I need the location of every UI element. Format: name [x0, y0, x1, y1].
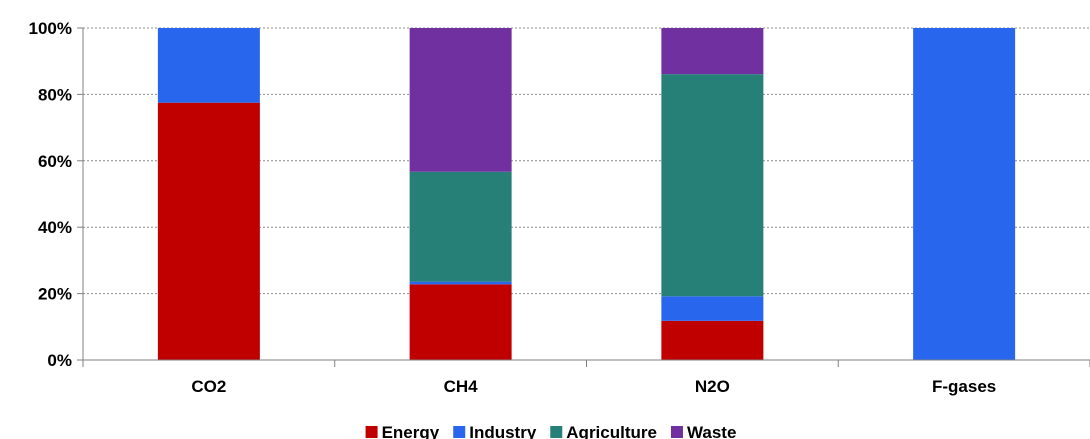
legend-label-waste: Waste — [687, 423, 736, 439]
x-tick-label: N2O — [695, 377, 730, 396]
y-tick-label: 20% — [38, 285, 72, 304]
bar-segment-agriculture-ch4 — [409, 171, 512, 282]
legend-swatch-industry — [453, 426, 466, 438]
y-tick-label: 40% — [38, 218, 72, 237]
bar-segment-industry-co2 — [157, 28, 260, 103]
bar-segment-industry-n2o — [661, 296, 764, 321]
bar-segment-industry-f-gases — [913, 28, 1016, 360]
x-tick-label: F-gases — [932, 377, 996, 396]
x-tick-labels: CO2 CH4 N2O F-gases — [191, 377, 996, 396]
x-tick-label: CH4 — [444, 377, 479, 396]
bar-segment-agriculture-n2o — [661, 74, 764, 297]
y-tick-label: 100% — [29, 19, 72, 38]
y-tick-label: 80% — [38, 85, 72, 104]
legend-swatch-agriculture — [550, 426, 563, 438]
axes — [77, 27, 1090, 367]
x-tick-label: CO2 — [191, 377, 226, 396]
legend: Energy Industry Agriculture Waste — [365, 423, 736, 439]
bar-segment-waste-n2o — [661, 28, 764, 75]
y-tick-labels: 0% 20% 40% 60% 80% 100% — [29, 19, 72, 370]
legend-label-agriculture: Agriculture — [566, 423, 657, 439]
legend-label-industry: Industry — [469, 423, 537, 439]
legend-swatch-energy — [365, 426, 378, 438]
bar-segment-energy-n2o — [661, 320, 764, 360]
bars — [157, 28, 1016, 360]
y-tick-label: 0% — [47, 351, 72, 370]
bar-segment-energy-co2 — [157, 102, 260, 360]
legend-label-energy: Energy — [382, 423, 440, 439]
bar-segment-waste-ch4 — [409, 28, 512, 172]
legend-swatch-waste — [670, 426, 683, 438]
bar-segment-energy-ch4 — [409, 284, 512, 360]
bar-segment-industry-ch4 — [409, 281, 512, 285]
y-tick-label: 60% — [38, 152, 72, 171]
